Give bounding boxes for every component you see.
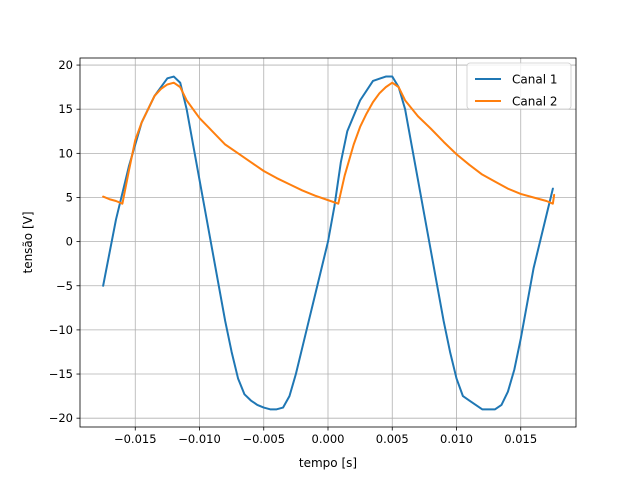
x-axis-label: tempo [s] — [299, 456, 357, 470]
y-tick-label: 15 — [58, 102, 73, 116]
x-tick-label: 0.005 — [376, 432, 409, 446]
y-tick-label: −20 — [49, 411, 73, 425]
x-tick-label: −0.015 — [114, 432, 157, 446]
y-axis-label: tensão [V] — [21, 211, 35, 273]
legend-label: Canal 1 — [512, 73, 557, 87]
y-tick-label: −5 — [56, 279, 73, 293]
y-tick-label: 10 — [58, 146, 73, 160]
x-tick-label: −0.005 — [242, 432, 285, 446]
y-tick-label: 5 — [66, 190, 73, 204]
x-tick-label: 0.000 — [312, 432, 345, 446]
x-tick-label: 0.010 — [440, 432, 473, 446]
x-tick-label: −0.010 — [178, 432, 221, 446]
y-tick-label: 20 — [58, 58, 73, 72]
x-tick-label: 0.015 — [504, 432, 537, 446]
legend: Canal 1 Canal 2 — [467, 63, 571, 109]
y-tick-label: −10 — [49, 323, 73, 337]
y-tick-label: −15 — [49, 367, 73, 381]
legend-label: Canal 2 — [512, 95, 557, 109]
y-tick-label: 0 — [66, 235, 73, 249]
